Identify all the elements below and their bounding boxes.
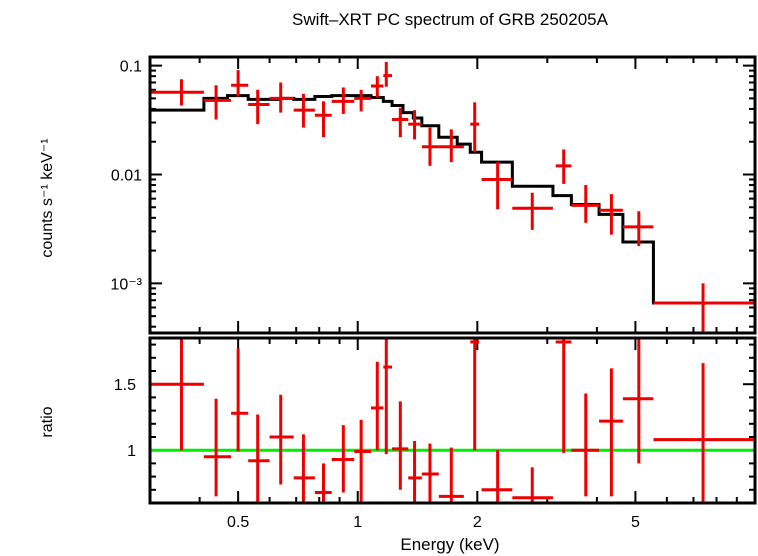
spectrum-data-point <box>622 211 654 247</box>
ratio-data-point <box>293 434 315 503</box>
top-panel-frame <box>148 55 757 335</box>
spectrum-data-point <box>293 93 315 128</box>
bottom-y-tick-label: 1 <box>127 443 136 460</box>
spectrum-data-point <box>470 102 480 153</box>
spectrum-data-point <box>555 149 572 184</box>
ratio-data-point <box>248 414 270 503</box>
spectrum-data-point <box>653 283 755 333</box>
bottom-y-tick-label: 1.5 <box>114 377 136 394</box>
spectrum-data-point <box>383 61 393 87</box>
ratio-data-point <box>653 363 755 503</box>
top-y-tick-label: 10⁻³ <box>110 276 142 293</box>
ratio-data-point <box>314 463 332 503</box>
x-tick-label: 0.5 <box>227 514 249 531</box>
spectrum-data-point <box>392 107 409 138</box>
ratio-data-point <box>203 398 232 497</box>
ratio-data-point <box>383 338 393 455</box>
spectrum-data-point <box>354 89 372 112</box>
ratio-data-point <box>599 368 623 497</box>
spectrum-data-point <box>599 194 623 235</box>
spectrum-data-point <box>481 162 513 210</box>
ratio-data-point <box>555 338 572 453</box>
top-y-tick-label: 0.01 <box>111 167 142 184</box>
x-tick-label: 1 <box>353 514 362 531</box>
spectrum-data-point <box>512 192 553 230</box>
spectrum-data-point <box>371 76 384 98</box>
ratio-data-point <box>231 348 249 452</box>
bottom-panel-frame <box>148 336 757 505</box>
ratio-panel: 1.5 1 0.5 1 2 5 <box>114 336 757 531</box>
x-tick-label: 2 <box>473 514 482 531</box>
spectrum-data-point <box>203 85 232 120</box>
ratio-data-point <box>392 401 409 490</box>
ratio-data-point <box>354 419 372 503</box>
ratio-data-point <box>408 440 422 503</box>
chart-title: Swift–XRT PC spectrum of GRB 250205A <box>292 10 609 29</box>
top-y-tick-label: 0.1 <box>120 59 142 76</box>
spectrum-data-point <box>269 82 294 113</box>
spectrum-data-point <box>314 101 332 138</box>
spectrum-data-point <box>231 70 249 97</box>
spectrum-data-point <box>331 87 355 114</box>
ratio-data-point <box>512 467 553 503</box>
ratio-data-point <box>331 425 355 493</box>
ratio-data-point <box>421 443 439 503</box>
ratio-data-point <box>571 393 600 497</box>
spectrum-data-point <box>408 110 422 140</box>
spectrum-data-point <box>571 185 600 223</box>
ratio-data-point <box>371 361 384 451</box>
spectrum-data-point <box>150 79 204 106</box>
spectrum-data-point <box>438 129 464 163</box>
ratio-data-point <box>150 338 204 451</box>
model-step-line <box>150 94 755 305</box>
ratio-data-point <box>481 450 513 503</box>
ratio-data-point <box>622 338 654 464</box>
ratio-data-point <box>269 394 294 485</box>
x-axis-label: Energy (keV) <box>400 535 499 554</box>
ratio-data-point <box>438 447 464 503</box>
spectrum-data-point <box>248 89 270 125</box>
spectrum-data-point <box>421 127 439 166</box>
x-tick-label: 5 <box>631 514 640 531</box>
ratio-data-point <box>470 338 480 451</box>
top-y-axis-label: counts s⁻¹ keV⁻¹ <box>39 138 56 257</box>
bottom-y-axis-label: ratio <box>39 406 56 437</box>
spectrum-panel: 0.1 0.01 10⁻³ <box>110 55 757 335</box>
